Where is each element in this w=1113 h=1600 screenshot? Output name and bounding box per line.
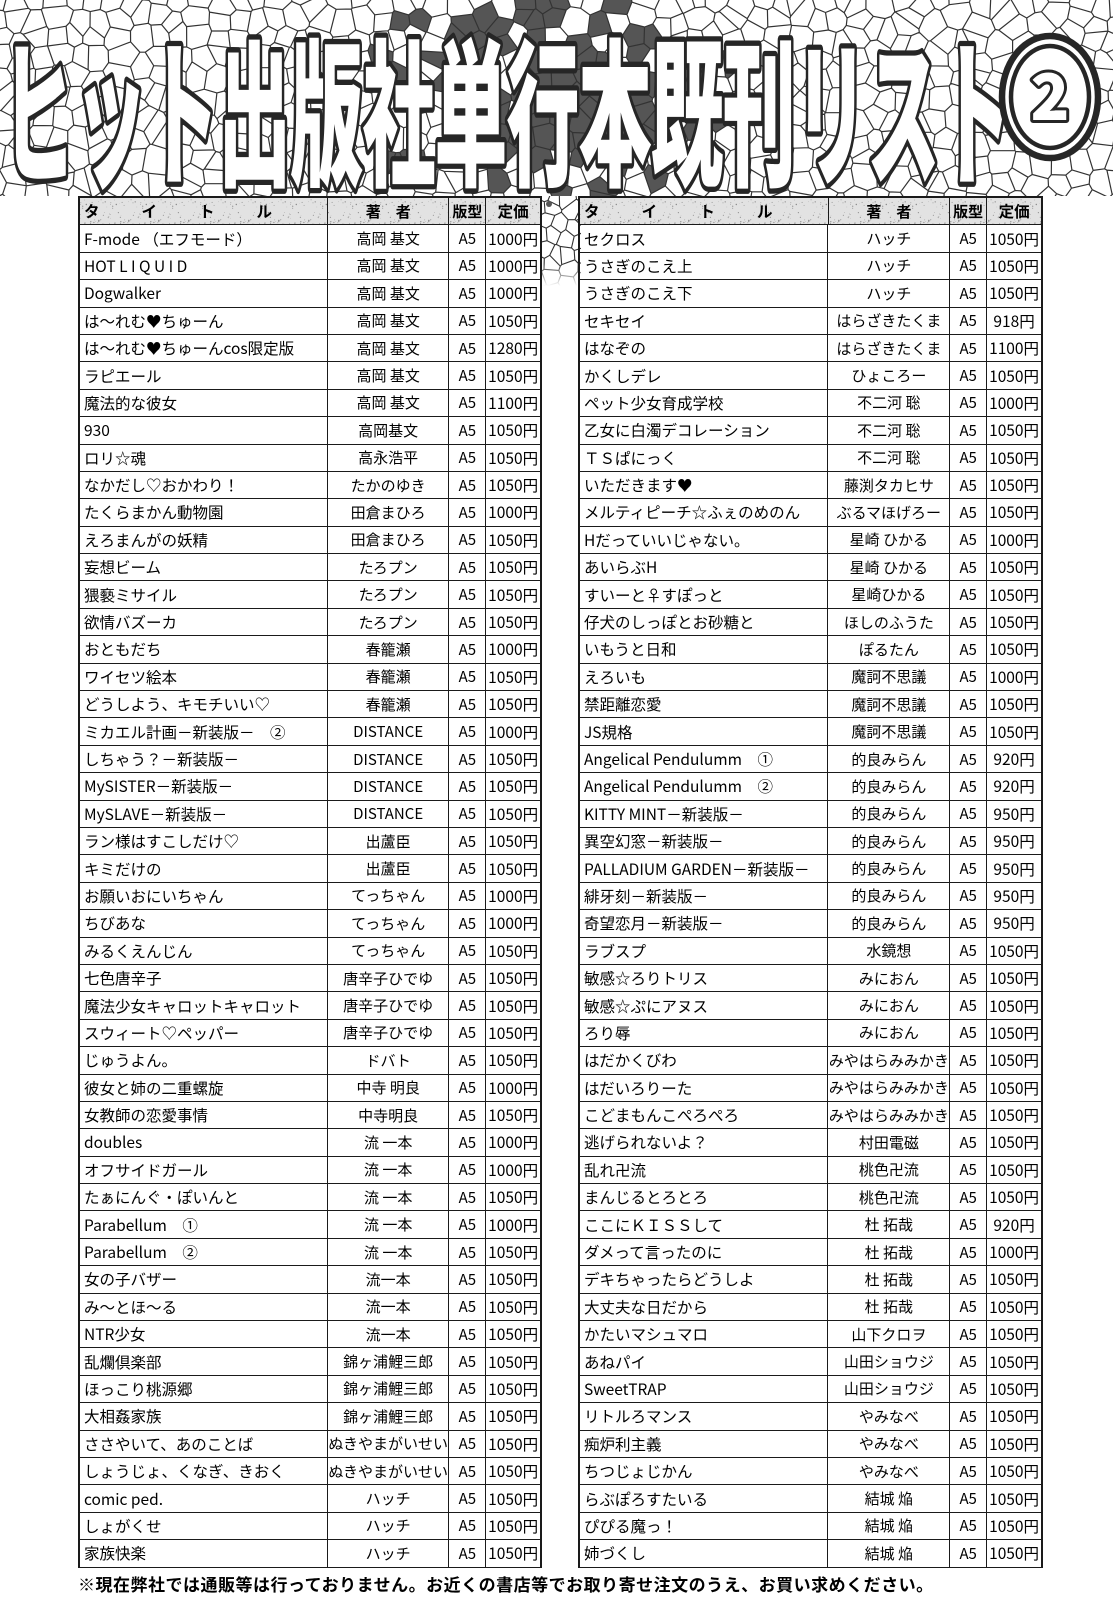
svg-text:2: 2 <box>1031 47 1070 139</box>
svg-text:ヒット出版社単行本既刊リスト: ヒット出版社単行本既刊リスト <box>2 0 1011 196</box>
